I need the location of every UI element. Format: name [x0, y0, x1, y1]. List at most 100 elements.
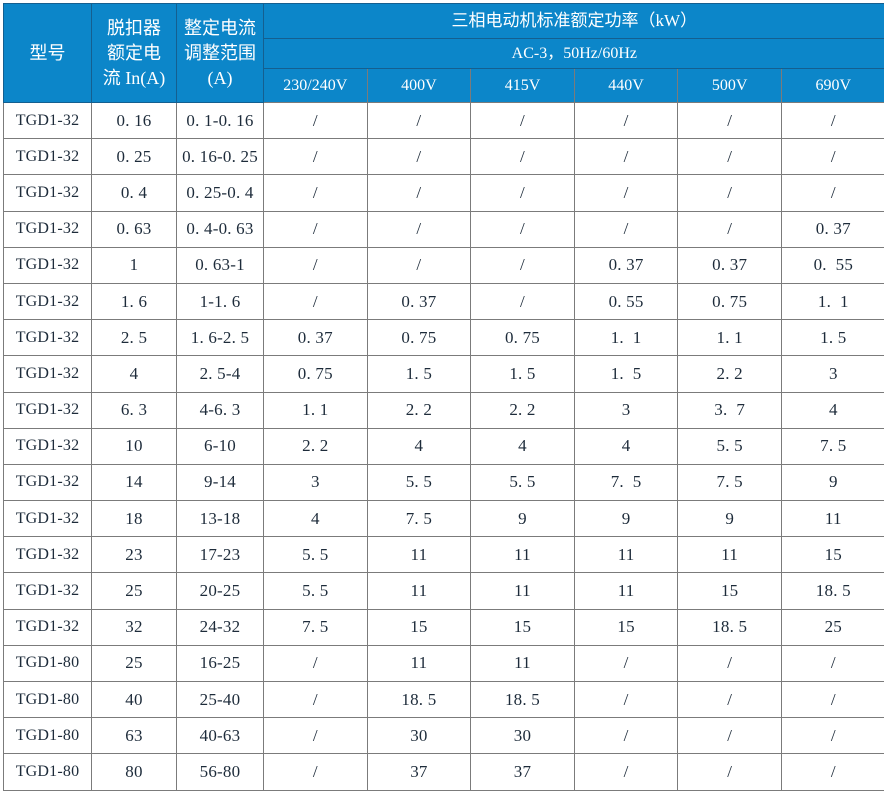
- cell-rated-current: 1: [92, 247, 177, 283]
- cell-power-690V: /: [781, 175, 884, 211]
- cell-power-500V: 2. 2: [678, 356, 782, 392]
- cell-power-415V: 11: [471, 645, 575, 681]
- cell-power-415V: /: [471, 283, 575, 319]
- cell-power-415V: 30: [471, 718, 575, 754]
- cell-power-690V: /: [781, 645, 884, 681]
- cell-model: TGD1-32: [4, 573, 92, 609]
- cell-power-500V: 7. 5: [678, 464, 782, 500]
- cell-power-400V: 11: [367, 537, 471, 573]
- cell-power-400V: 37: [367, 754, 471, 790]
- cell-power-400V: /: [367, 139, 471, 175]
- cell-setting-range: 25-40: [177, 682, 264, 718]
- cell-power-500V: /: [678, 645, 782, 681]
- header-setting-range: 整定电流 调整范围 (A): [177, 4, 264, 103]
- cell-power-415V: /: [471, 175, 575, 211]
- cell-setting-range: 17-23: [177, 537, 264, 573]
- cell-power-400V: 0. 37: [367, 283, 471, 319]
- cell-power-230-240V: /: [264, 754, 368, 790]
- cell-power-230-240V: 5. 5: [264, 537, 368, 573]
- cell-power-400V: 11: [367, 573, 471, 609]
- cell-model: TGD1-32: [4, 501, 92, 537]
- cell-rated-current: 10: [92, 428, 177, 464]
- cell-power-415V: 2. 2: [471, 392, 575, 428]
- cell-power-440V: 11: [574, 573, 678, 609]
- cell-power-500V: /: [678, 682, 782, 718]
- cell-power-500V: 3. 7: [678, 392, 782, 428]
- cell-power-690V: 1. 5: [781, 320, 884, 356]
- cell-setting-range: 0. 25-0. 4: [177, 175, 264, 211]
- cell-power-440V: 7. 5: [574, 464, 678, 500]
- cell-model: TGD1-80: [4, 682, 92, 718]
- cell-power-500V: /: [678, 754, 782, 790]
- cell-power-500V: /: [678, 175, 782, 211]
- cell-power-440V: 0. 37: [574, 247, 678, 283]
- cell-model: TGD1-80: [4, 754, 92, 790]
- cell-power-230-240V: /: [264, 682, 368, 718]
- cell-rated-current: 80: [92, 754, 177, 790]
- cell-setting-range: 9-14: [177, 464, 264, 500]
- cell-power-415V: 4: [471, 428, 575, 464]
- header-power-group: 三相电动机标准额定功率（kW）: [264, 4, 884, 39]
- cell-power-400V: 11: [367, 645, 471, 681]
- table-header: 型号 脱扣器 额定电 流 In(A) 整定电流 调整范围 (A) 三相电动机标准…: [4, 4, 884, 103]
- cell-power-500V: /: [678, 211, 782, 247]
- cell-power-690V: 15: [781, 537, 884, 573]
- cell-power-500V: 11: [678, 537, 782, 573]
- cell-power-415V: 15: [471, 609, 575, 645]
- header-voltage-440: 440V: [574, 69, 678, 103]
- cell-power-230-240V: /: [264, 175, 368, 211]
- cell-power-690V: 3: [781, 356, 884, 392]
- cell-power-400V: 0. 75: [367, 320, 471, 356]
- cell-power-400V: 18. 5: [367, 682, 471, 718]
- cell-setting-range: 1. 6-2. 5: [177, 320, 264, 356]
- cell-setting-range: 0. 4-0. 63: [177, 211, 264, 247]
- cell-power-230-240V: 7. 5: [264, 609, 368, 645]
- cell-power-400V: 15: [367, 609, 471, 645]
- header-rated-current: 脱扣器 额定电 流 In(A): [92, 4, 177, 103]
- cell-power-400V: /: [367, 247, 471, 283]
- header-voltage-415: 415V: [471, 69, 575, 103]
- cell-power-440V: /: [574, 682, 678, 718]
- cell-power-690V: 9: [781, 464, 884, 500]
- cell-setting-range: 2. 5-4: [177, 356, 264, 392]
- cell-rated-current: 25: [92, 645, 177, 681]
- cell-rated-current: 0. 63: [92, 211, 177, 247]
- cell-power-440V: 4: [574, 428, 678, 464]
- spec-table-container: 型号 脱扣器 额定电 流 In(A) 整定电流 调整范围 (A) 三相电动机标准…: [0, 0, 884, 775]
- cell-power-230-240V: 1. 1: [264, 392, 368, 428]
- cell-power-690V: 25: [781, 609, 884, 645]
- cell-model: TGD1-32: [4, 320, 92, 356]
- cell-rated-current: 40: [92, 682, 177, 718]
- cell-power-230-240V: 3: [264, 464, 368, 500]
- cell-setting-range: 4-6. 3: [177, 392, 264, 428]
- cell-power-500V: 0. 37: [678, 247, 782, 283]
- cell-rated-current: 32: [92, 609, 177, 645]
- cell-setting-range: 20-25: [177, 573, 264, 609]
- cell-power-500V: 5. 5: [678, 428, 782, 464]
- cell-setting-range: 0. 1-0. 16: [177, 103, 264, 139]
- cell-power-440V: /: [574, 645, 678, 681]
- cell-power-400V: 2. 2: [367, 392, 471, 428]
- cell-model: TGD1-80: [4, 718, 92, 754]
- cell-rated-current: 14: [92, 464, 177, 500]
- cell-power-690V: /: [781, 103, 884, 139]
- header-model-label: 型号: [4, 41, 91, 66]
- cell-setting-range: 6-10: [177, 428, 264, 464]
- cell-power-415V: 37: [471, 754, 575, 790]
- cell-power-500V: /: [678, 139, 782, 175]
- cell-power-230-240V: /: [264, 718, 368, 754]
- header-voltage-230-240: 230/240V: [264, 69, 368, 103]
- cell-power-500V: 1. 1: [678, 320, 782, 356]
- cell-power-440V: 1. 1: [574, 320, 678, 356]
- cell-power-415V: 9: [471, 501, 575, 537]
- cell-power-400V: /: [367, 211, 471, 247]
- cell-power-440V: /: [574, 754, 678, 790]
